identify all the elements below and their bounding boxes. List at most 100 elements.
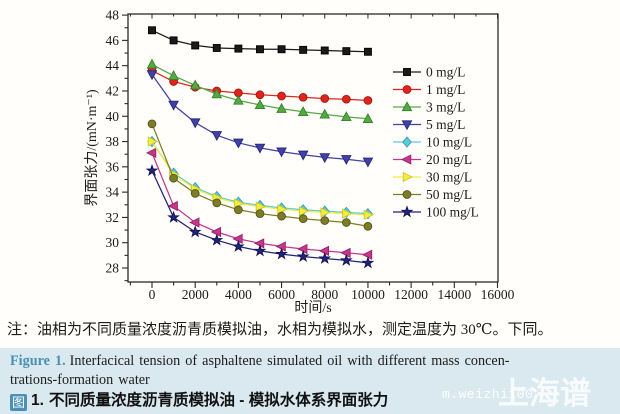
x-tick-label: 14000 xyxy=(437,287,471,302)
data-point-marker xyxy=(146,58,158,69)
x-tick-label: 16000 xyxy=(481,287,515,302)
data-point-marker xyxy=(361,256,375,269)
data-point-marker xyxy=(299,45,308,54)
data-point-marker xyxy=(340,247,351,258)
data-point-marker xyxy=(318,245,329,257)
data-point-marker xyxy=(402,85,412,94)
series-50mgL xyxy=(147,119,373,231)
figure-label-en: Figure 1. xyxy=(10,353,66,369)
y-tick-label: 44 xyxy=(106,58,120,73)
data-point-marker xyxy=(234,205,243,215)
data-point-marker xyxy=(320,94,330,103)
data-point-marker xyxy=(362,157,374,168)
figure-badge-icon: 图 xyxy=(10,394,27,411)
series-0mgL xyxy=(148,26,372,56)
legend-item xyxy=(393,120,421,131)
legend-label: 3 mg/L xyxy=(426,100,465,115)
caption-english: Figure 1. Interfacical tension of asphalt… xyxy=(10,352,610,389)
interfacial-tension-chart: 28 30 32 34 36 38 40 42 44 46 48 0 2000 4000 6000 8000 1… xyxy=(84,8,515,316)
data-point-marker xyxy=(341,218,351,227)
legend-label: 1 mg/L xyxy=(426,82,465,97)
figure-caption-band: Figure 1. Interfacical tension of asphalt… xyxy=(0,348,620,414)
data-point-marker xyxy=(191,41,200,50)
data-point-marker xyxy=(189,217,200,228)
series-20mgL xyxy=(145,147,373,260)
data-point-marker xyxy=(148,26,156,35)
data-point-marker xyxy=(402,136,412,148)
x-tick-label: 10000 xyxy=(351,287,385,302)
x-tick-label: 12000 xyxy=(394,287,428,302)
data-point-marker xyxy=(401,101,413,112)
y-tick-label: 32 xyxy=(106,210,120,225)
data-point-marker xyxy=(169,36,178,45)
data-point-marker xyxy=(253,238,265,249)
data-point-marker xyxy=(339,253,353,266)
data-point-marker xyxy=(361,249,373,260)
x-tick-label: 8000 xyxy=(311,287,338,302)
y-tick-label: 28 xyxy=(106,261,120,276)
data-point-marker xyxy=(169,173,178,183)
data-point-marker xyxy=(168,70,179,80)
data-point-marker xyxy=(277,204,288,215)
data-point-marker xyxy=(255,201,266,212)
data-point-marker xyxy=(277,91,286,101)
legend-label: 10 mg/L xyxy=(426,135,472,150)
data-point-marker xyxy=(212,44,221,52)
data-point-marker xyxy=(210,233,224,246)
caption-en-line2: trations-formation water xyxy=(10,371,150,388)
data-point-marker xyxy=(277,45,286,54)
data-point-marker xyxy=(400,205,414,218)
legend-label: 30 mg/L xyxy=(426,170,472,185)
data-point-marker xyxy=(297,243,308,255)
series-3mgL xyxy=(146,58,374,123)
y-tick-label: 40 xyxy=(106,109,120,124)
data-point-marker xyxy=(320,216,330,225)
legend-item xyxy=(393,85,421,94)
data-point-marker xyxy=(297,150,309,161)
series-1mgL xyxy=(147,66,373,105)
data-point-marker xyxy=(233,138,244,149)
data-point-marker xyxy=(402,190,412,199)
data-point-marker xyxy=(402,171,414,183)
data-point-marker xyxy=(319,108,331,119)
legend-label: 20 mg/L xyxy=(426,152,472,167)
data-point-marker xyxy=(254,143,266,154)
data-point-marker xyxy=(342,208,353,219)
chart-note: 注：油相为不同质量浓度沥青质模拟油，水相为模拟水，测定温度为 30℃。下同。 xyxy=(7,322,553,338)
data-point-marker xyxy=(276,147,287,158)
legend-item xyxy=(393,101,421,112)
y-axis-title: 界面张力/(mN·m⁻¹) xyxy=(84,89,100,207)
data-point-marker xyxy=(211,131,223,141)
series-5mgL xyxy=(146,70,374,168)
data-point-marker xyxy=(255,90,265,100)
caption-en-line1: Interfacical tension of asphaltene simul… xyxy=(69,353,510,369)
data-point-marker xyxy=(211,88,223,99)
x-tick-label: 2000 xyxy=(182,287,209,302)
y-tick-label: 34 xyxy=(106,185,120,200)
data-point-marker xyxy=(167,200,178,212)
data-point-marker xyxy=(296,249,310,263)
data-point-marker xyxy=(147,119,157,129)
data-point-marker xyxy=(189,79,201,90)
legend-item xyxy=(393,190,421,199)
caption-chinese: 图 1. 不同质量浓度沥青质模拟油 - 模拟水体系界面张力 xyxy=(10,391,610,411)
data-point-marker xyxy=(254,99,266,110)
data-point-marker xyxy=(168,100,179,111)
legend-label: 5 mg/L xyxy=(426,117,465,132)
legend-item xyxy=(393,136,421,148)
legend-label: 50 mg/L xyxy=(426,187,472,202)
data-point-marker xyxy=(320,46,329,55)
data-point-marker xyxy=(232,239,245,252)
data-point-marker xyxy=(188,225,202,238)
data-point-marker xyxy=(319,153,331,164)
data-point-marker xyxy=(363,221,373,231)
data-point-marker xyxy=(145,163,159,177)
data-point-marker xyxy=(146,70,158,81)
data-point-marker xyxy=(212,198,222,208)
data-point-marker xyxy=(234,44,243,53)
legend-item xyxy=(393,154,421,165)
data-point-marker xyxy=(233,94,244,105)
y-tick-label: 38 xyxy=(106,134,120,149)
data-point-marker xyxy=(145,147,157,159)
plot-frame xyxy=(127,13,499,283)
